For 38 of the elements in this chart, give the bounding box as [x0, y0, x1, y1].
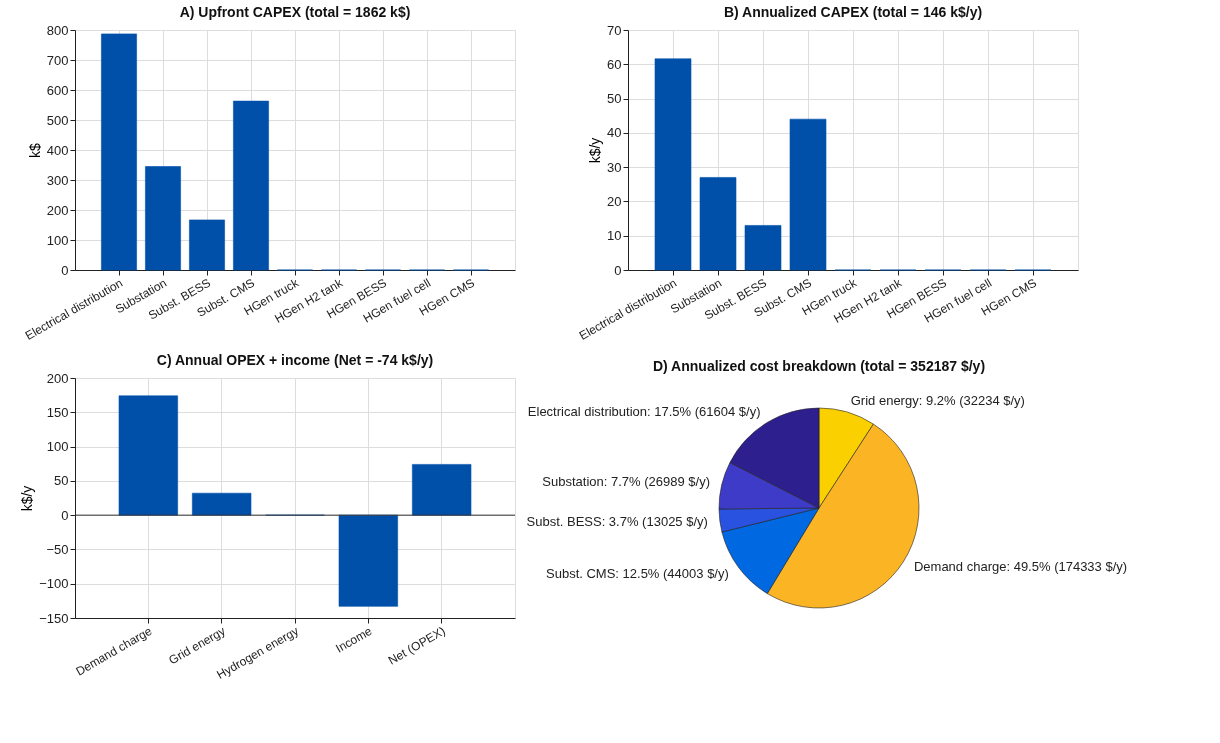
- y-tick-label: 100: [46, 232, 69, 248]
- chart-title: B) Annualized CAPEX (total = 146 k$/y): [723, 4, 983, 20]
- y-tick-label: 400: [46, 142, 69, 158]
- slice-label: Grid energy: 9.2% (32234 $/y): [850, 392, 1025, 408]
- chart-title: D) Annualized cost breakdown (total = 352187 $/y): [652, 358, 986, 374]
- slice-label: Electrical distribution: 17.5% (61604 $/y): [527, 404, 761, 420]
- y-tick-label: 200: [46, 202, 69, 218]
- y-tick-label: 0: [61, 507, 69, 523]
- y-tick-label: 150: [46, 404, 69, 420]
- y-tick-label: 700: [46, 52, 69, 68]
- chart-title: C) Annual OPEX + income (Net = -74 k$/y): [156, 352, 434, 368]
- y-tick-label: 200: [46, 370, 69, 386]
- y-tick-label: 0: [61, 262, 69, 278]
- y-tick-label: 40: [607, 125, 622, 141]
- y-tick-label: 300: [46, 172, 69, 188]
- y-tick-label: −50: [46, 541, 69, 557]
- y-axis-title: k$/y: [19, 485, 36, 512]
- chart-title: A) Upfront CAPEX (total = 1862 k$): [179, 4, 411, 20]
- y-axis-title: k$/y: [587, 137, 604, 164]
- y-tick-label: −150: [39, 610, 69, 626]
- y-tick-label: 20: [607, 193, 622, 209]
- y-axis-title: k$: [26, 142, 43, 158]
- y-tick-label: 30: [607, 159, 622, 175]
- y-tick-label: 50: [607, 91, 622, 107]
- slice-label: Substation: 7.7% (26989 $/y): [542, 474, 710, 490]
- y-tick-label: 60: [607, 56, 622, 72]
- y-tick-label: 50: [54, 473, 69, 489]
- slice-label: Demand charge: 49.5% (174333 $/y): [913, 559, 1128, 575]
- slice-label: Subst. BESS: 3.7% (13025 $/y): [526, 514, 708, 530]
- y-tick-label: −100: [39, 576, 69, 592]
- y-tick-label: 800: [46, 22, 69, 38]
- slice-label: Subst. CMS: 12.5% (44003 $/y): [545, 566, 729, 582]
- y-tick-label: 70: [607, 22, 622, 38]
- y-tick-label: 10: [607, 228, 622, 244]
- y-tick-label: 600: [46, 82, 69, 98]
- y-tick-label: 100: [46, 439, 69, 455]
- y-tick-label: 0: [614, 262, 622, 278]
- y-tick-label: 500: [46, 112, 69, 128]
